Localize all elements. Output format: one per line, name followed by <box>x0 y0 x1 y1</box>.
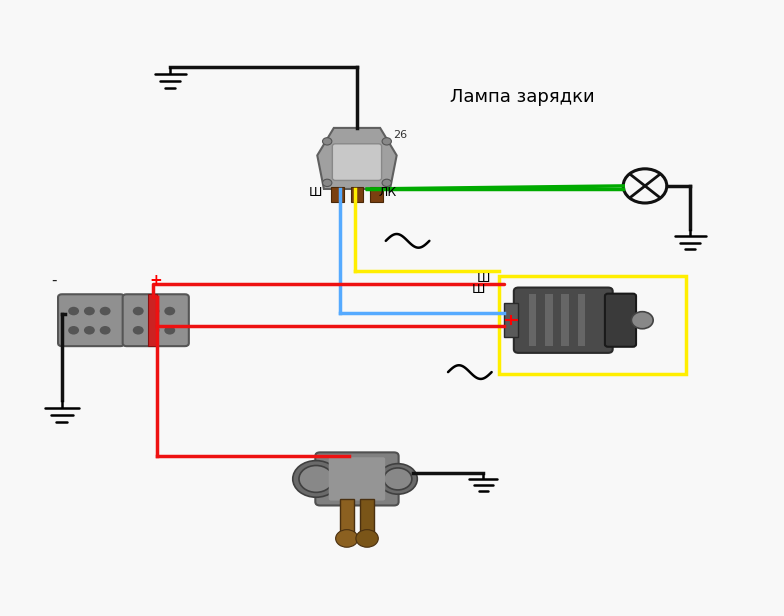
Bar <box>370 187 383 203</box>
Bar <box>546 294 553 346</box>
Circle shape <box>165 326 175 334</box>
Bar <box>360 499 374 538</box>
Circle shape <box>100 326 111 334</box>
Circle shape <box>100 307 111 315</box>
Bar <box>578 294 585 346</box>
Circle shape <box>148 326 159 334</box>
Text: -: - <box>52 273 57 288</box>
Circle shape <box>165 307 175 315</box>
Text: Ш: Ш <box>477 272 490 285</box>
FancyBboxPatch shape <box>605 294 636 347</box>
Circle shape <box>322 138 332 145</box>
Circle shape <box>148 307 159 315</box>
Circle shape <box>384 468 412 490</box>
Text: Ш: Ш <box>309 185 322 198</box>
Circle shape <box>292 461 339 497</box>
Text: 26: 26 <box>394 130 408 140</box>
Bar <box>350 187 363 203</box>
Circle shape <box>379 464 417 494</box>
Circle shape <box>382 138 391 145</box>
Text: +: + <box>149 273 162 288</box>
Circle shape <box>631 312 653 329</box>
Circle shape <box>336 530 358 547</box>
Circle shape <box>132 307 143 315</box>
Bar <box>499 276 686 374</box>
Circle shape <box>132 326 143 334</box>
FancyBboxPatch shape <box>315 452 398 506</box>
Bar <box>148 294 158 346</box>
Circle shape <box>68 326 79 334</box>
Circle shape <box>299 466 333 492</box>
Bar <box>529 294 536 346</box>
Circle shape <box>68 307 79 315</box>
FancyBboxPatch shape <box>122 294 189 346</box>
Circle shape <box>382 179 391 187</box>
FancyBboxPatch shape <box>58 294 124 346</box>
FancyBboxPatch shape <box>332 144 382 180</box>
Text: ЛК: ЛК <box>379 185 397 198</box>
Circle shape <box>356 530 379 547</box>
Circle shape <box>84 326 95 334</box>
FancyBboxPatch shape <box>514 288 612 353</box>
FancyBboxPatch shape <box>328 457 385 501</box>
Circle shape <box>322 179 332 187</box>
Bar <box>332 187 343 203</box>
Bar <box>561 294 568 346</box>
Polygon shape <box>318 128 397 189</box>
Bar <box>504 304 518 337</box>
Bar <box>339 499 354 538</box>
Text: Лампа зарядки: Лампа зарядки <box>450 89 595 107</box>
Circle shape <box>84 307 95 315</box>
Text: Ш: Ш <box>472 283 485 296</box>
